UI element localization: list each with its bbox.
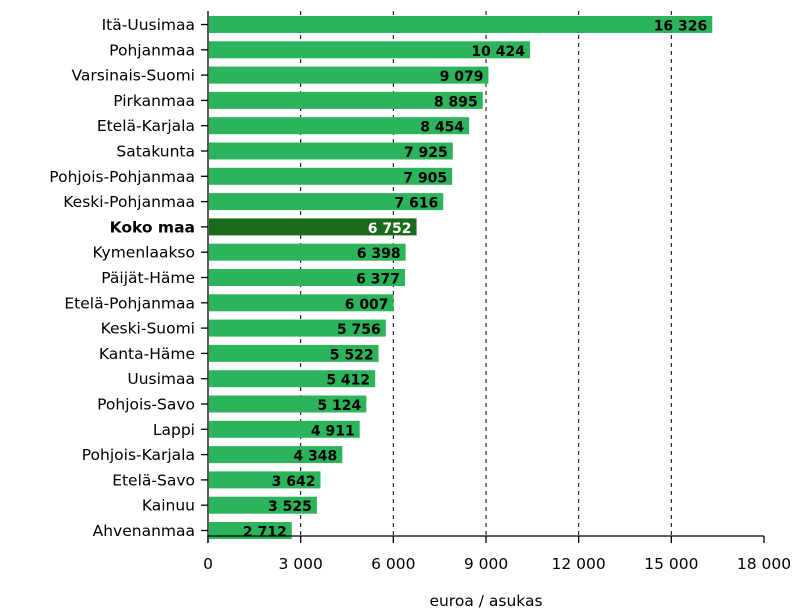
category-label: Etelä-Savo [112,471,195,489]
bar [209,91,483,109]
value-label: 8 454 [420,120,464,136]
bar [209,370,376,388]
bars-group: Itä-Uusimaa 16 326 Pohjanmaa 10 424 Varsinai… [49,16,713,541]
bar [209,269,405,286]
value-label: 6 752 [368,221,412,237]
x-axis-title: euroa / asukas [429,592,542,610]
bar [209,446,343,464]
category-label: Kymenlaakso [92,244,195,262]
bar [209,243,406,261]
category-label: Etelä-Pohjanmaa [64,294,195,312]
category-label: Keski-Pohjanmaa [63,193,195,211]
category-label: Kanta-Häme [99,345,195,363]
x-tick-label: 15 000 [644,555,698,573]
category-label: Pohjois-Pohjanmaa [49,168,195,186]
value-label: 5 756 [337,322,381,338]
value-label: 7 925 [404,145,448,161]
bar [209,142,453,160]
x-tick-label: 12 000 [552,555,606,573]
bar [209,41,530,59]
x-tick-label: 18 000 [737,555,791,573]
category-label: Ahvenanmaa [93,522,195,540]
bar [209,167,453,185]
x-tick-label: 3 000 [278,555,322,573]
category-label: Uusimaa [127,370,195,388]
bar [209,344,379,362]
x-tick-label: 6 000 [371,555,415,573]
value-label: 9 079 [440,69,484,85]
x-tick-label: 0 [203,555,213,573]
value-label: 16 326 [654,19,708,35]
bar [209,294,394,312]
bar [209,395,367,413]
value-label: 6 377 [356,272,400,288]
category-label: Varsinais-Suomi [71,67,195,85]
value-label: 5 412 [326,373,370,389]
bar [209,193,444,211]
category-label: Pohjois-Karjala [82,446,195,464]
value-label: 7 905 [403,170,447,186]
x-axis: 0 3 000 6 000 9 000 12 000 15 000 18 000 [201,11,791,573]
value-label: 5 522 [330,347,374,363]
value-label: 8 895 [434,94,478,110]
value-label: 6 398 [357,246,401,262]
bar [209,471,321,489]
value-label: 3 642 [272,474,316,490]
category-label: Itä-Uusimaa [102,16,195,34]
value-label: 6 007 [345,297,389,313]
value-label: 4 911 [311,423,355,439]
category-label: Päijät-Häme [101,269,195,287]
category-label: Pohjois-Savo [97,396,195,414]
value-label: 7 616 [394,196,438,212]
category-label: Pohjanmaa [109,41,195,59]
category-label: Koko maa [110,218,195,236]
category-label: Satakunta [116,143,195,161]
bar [209,66,489,84]
bar [209,117,470,135]
bar [209,319,386,337]
value-label: 2 712 [243,525,287,541]
bar [209,496,317,514]
bar [209,16,713,33]
category-label: Lappi [153,421,195,439]
value-label: 5 124 [317,398,361,414]
bar-highlight [209,218,417,236]
x-tick-label: 9 000 [464,555,508,573]
category-label: Keski-Suomi [101,320,195,338]
category-label: Etelä-Karjala [97,117,195,135]
value-label: 3 525 [268,499,312,515]
category-label: Pirkanmaa [113,92,195,110]
bar [209,420,360,438]
bar [209,522,292,539]
category-label: Kainuu [142,497,195,515]
value-label: 4 348 [293,449,337,465]
value-label: 10 424 [471,44,525,60]
